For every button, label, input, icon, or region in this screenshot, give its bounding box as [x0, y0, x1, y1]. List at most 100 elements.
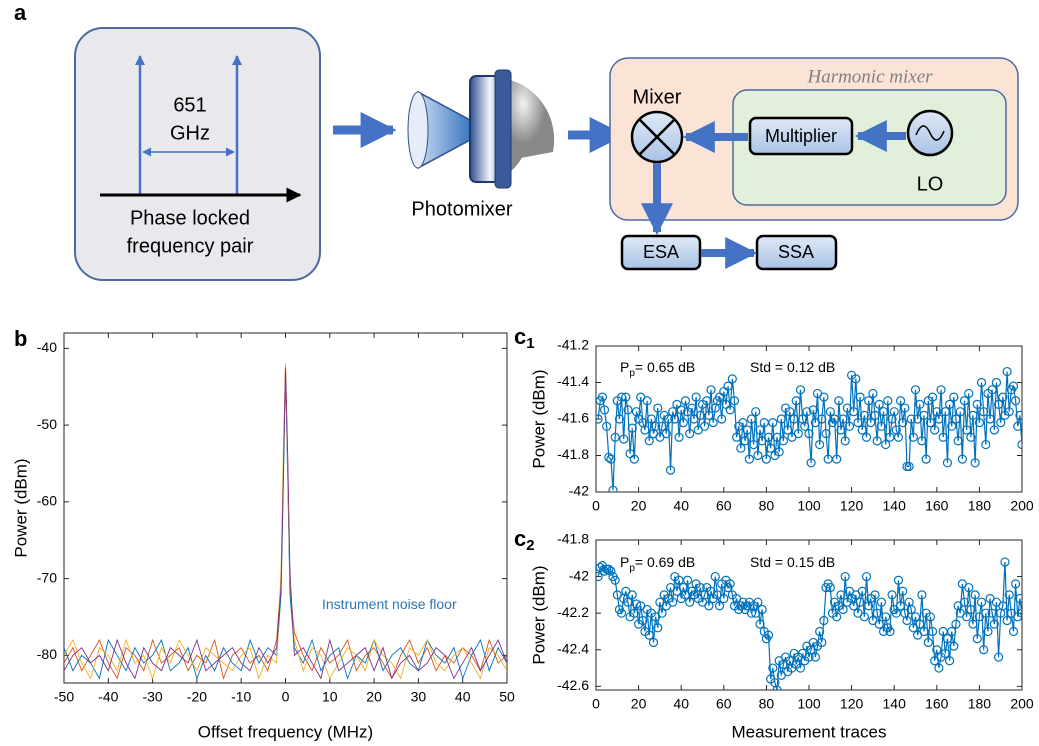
- data-point: [927, 392, 938, 402]
- data-point: [629, 608, 639, 618]
- data-point: [908, 432, 918, 442]
- data-point: [938, 432, 948, 442]
- data-point: [725, 405, 735, 415]
- data-point: [898, 418, 908, 428]
- x-tick-label: 180: [968, 696, 992, 712]
- data-point: [755, 619, 765, 629]
- data-point: [872, 608, 882, 618]
- data-point: [691, 392, 701, 402]
- annotation: Pp= 0.65 dB: [620, 359, 695, 379]
- series-line: [64, 367, 507, 680]
- data-point: [700, 421, 710, 431]
- data-point: [815, 626, 825, 637]
- data-point: [840, 436, 850, 446]
- data-point: [763, 630, 774, 640]
- data-point: [930, 425, 940, 435]
- data-point: [802, 407, 812, 417]
- data-point: [849, 407, 859, 417]
- x-tick-label: 40: [673, 696, 689, 712]
- data-point: [614, 414, 625, 424]
- annotation-text: Std = 0.15 dB: [750, 554, 835, 570]
- data-point: [861, 432, 872, 442]
- mixer-label: Mixer: [633, 86, 682, 108]
- annotation-text: P: [620, 359, 629, 375]
- data-point: [985, 414, 995, 424]
- data-point: [902, 615, 912, 626]
- data-point: [976, 377, 987, 388]
- data-point: [596, 571, 603, 582]
- data-point: [642, 396, 652, 406]
- data-point: [1008, 381, 1019, 391]
- x-tick-label: 200: [1010, 696, 1034, 712]
- data-point: [1017, 439, 1022, 450]
- data-point: [919, 410, 929, 420]
- y-tick-label: -42.6: [557, 677, 589, 693]
- x-tick-label: 140: [883, 696, 907, 712]
- data-point: [885, 626, 895, 637]
- data-point: [744, 454, 754, 464]
- x-tick-label: -20: [187, 689, 207, 705]
- data-point: [825, 582, 835, 593]
- data-point: [949, 641, 959, 651]
- annotation-text: P: [620, 554, 629, 570]
- data-point: [604, 452, 614, 462]
- data-point: [774, 447, 784, 457]
- x-tick-label: 30: [411, 689, 427, 705]
- x-tick-label: 60: [716, 498, 732, 514]
- data-point: [599, 566, 610, 576]
- annotation-text: Instrument noise floor: [322, 596, 457, 612]
- data-point: [819, 615, 829, 626]
- data-point: [695, 582, 705, 593]
- data-point: [1008, 626, 1019, 637]
- data-point: [776, 414, 786, 424]
- y-tick-label: -60: [37, 493, 57, 509]
- data-point: [678, 418, 688, 428]
- data-point: [768, 663, 778, 673]
- x-tick-label: -50: [54, 689, 74, 705]
- data-point: [966, 604, 976, 615]
- data-point: [817, 414, 827, 424]
- data-point: [838, 414, 848, 424]
- data-point: [998, 392, 1008, 402]
- x-axis-label: Offset frequency (MHz): [198, 722, 373, 741]
- data-point: [631, 599, 642, 609]
- x-tick-label: 120: [840, 696, 864, 712]
- data-point: [968, 410, 978, 420]
- data-point: [934, 414, 944, 424]
- y-tick-label: -70: [37, 569, 57, 585]
- data-point: [768, 418, 778, 428]
- data-point: [719, 593, 729, 604]
- data-point: [921, 454, 931, 464]
- data-point: [979, 407, 989, 417]
- data-point: [714, 601, 725, 611]
- data-point: [727, 374, 737, 384]
- data-point: [874, 399, 884, 409]
- data-point: [983, 626, 993, 637]
- data-point: [653, 623, 663, 633]
- data-point: [629, 454, 639, 464]
- x-tick-label: -10: [231, 689, 251, 705]
- data-point: [993, 652, 1004, 662]
- data-point: [819, 392, 829, 402]
- data-point: [917, 590, 927, 600]
- data-point: [731, 432, 742, 442]
- y-tick-label: -41.6: [557, 410, 589, 426]
- data-point: [608, 485, 618, 492]
- data-point: [851, 374, 861, 384]
- data-point: [915, 399, 925, 409]
- data-point: [838, 604, 848, 615]
- data-point: [651, 421, 661, 431]
- data-point: [970, 458, 980, 468]
- data-point: [638, 615, 648, 626]
- data-point: [947, 626, 957, 637]
- x-tick-label: 100: [797, 498, 821, 514]
- data-point: [708, 418, 718, 428]
- data-point: [981, 439, 991, 450]
- data-point: [644, 630, 654, 640]
- panel-label: c1: [514, 324, 535, 352]
- y-tick-label: -42.2: [557, 604, 589, 620]
- data-point: [976, 597, 987, 607]
- data-point: [889, 407, 899, 417]
- data-point: [949, 392, 959, 402]
- data-point: [648, 637, 659, 648]
